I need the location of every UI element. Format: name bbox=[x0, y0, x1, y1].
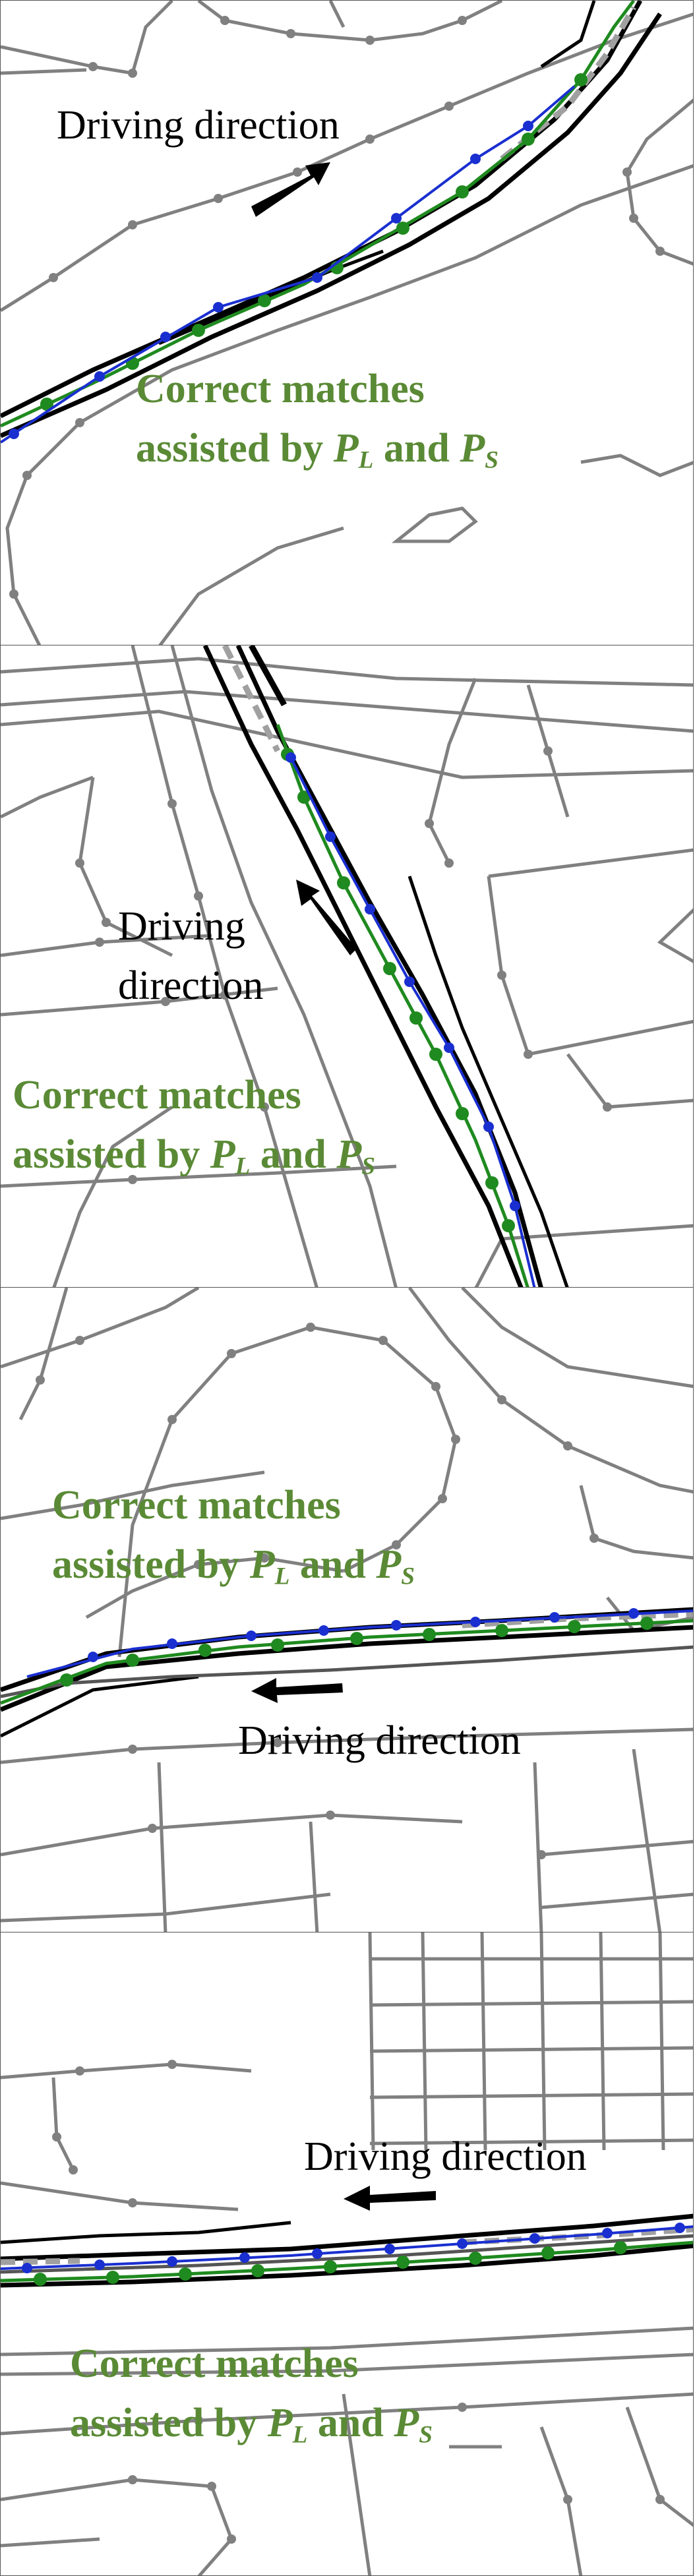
driving-direction-label: Driving direction bbox=[118, 897, 263, 1016]
gps-trace-points bbox=[22, 2223, 685, 2273]
correct-matches-line2: assisted by PL and PS bbox=[13, 1125, 375, 1185]
gps-trace bbox=[26, 1609, 693, 1678]
symbol-pl-base: P bbox=[210, 1131, 235, 1177]
driving-direction-line2: direction bbox=[118, 963, 264, 1008]
matched-path-nodes bbox=[34, 2241, 627, 2286]
map-canvas-1 bbox=[1, 1, 693, 645]
gps-trace bbox=[1, 2225, 693, 2270]
gps-trace-points bbox=[88, 1608, 639, 1662]
assisted-by-text: assisted by bbox=[13, 1131, 210, 1177]
road-network-nodes bbox=[36, 1323, 599, 1859]
symbol-pl: PL bbox=[267, 2400, 308, 2449]
symbol-pl-subscript: L bbox=[274, 1563, 290, 1590]
correct-matches-line1: Correct matches bbox=[52, 1483, 341, 1528]
and-text: and bbox=[307, 2400, 394, 2445]
symbol-pl-base: P bbox=[333, 425, 359, 471]
symbol-ps-subscript: S bbox=[401, 1563, 415, 1590]
arrow-icon bbox=[251, 162, 330, 217]
map-canvas-3 bbox=[1, 1288, 693, 1932]
gps-trace bbox=[1, 85, 576, 444]
assisted-by-text: assisted by bbox=[70, 2400, 268, 2445]
correct-matches-label: Correct matches assisted by PL and PS bbox=[13, 1066, 375, 1185]
matched-path bbox=[1, 1, 635, 428]
symbol-ps: PS bbox=[460, 425, 499, 474]
symbol-pl: PL bbox=[249, 1542, 290, 1590]
correct-matches-label: Correct matches assisted by PL and PS bbox=[70, 2335, 433, 2453]
driving-direction-label: Driving direction bbox=[304, 2134, 587, 2179]
symbol-pl-subscript: L bbox=[292, 2421, 308, 2449]
matched-path-nodes bbox=[281, 748, 515, 1232]
correct-matches-line2: assisted by PL and PS bbox=[52, 1536, 415, 1595]
symbol-ps: PS bbox=[394, 2400, 433, 2449]
assisted-by-text: assisted by bbox=[136, 425, 334, 471]
gps-trace bbox=[289, 757, 536, 1288]
correct-matches-label: Correct matches assisted by PL and PS bbox=[52, 1476, 415, 1595]
correct-matches-label: Correct matches assisted by PL and PS bbox=[136, 360, 499, 479]
symbol-pl-subscript: L bbox=[358, 446, 374, 474]
arrow-icon bbox=[296, 880, 357, 955]
arrow-icon bbox=[251, 1678, 343, 1703]
road-network bbox=[1, 1288, 693, 1932]
symbol-pl-base: P bbox=[267, 2400, 293, 2445]
and-text: and bbox=[289, 1542, 377, 1587]
reference-route bbox=[222, 645, 281, 753]
matched-path bbox=[1, 2240, 693, 2283]
correct-matches-line2: assisted by PL and PS bbox=[136, 419, 499, 479]
road-network-nodes bbox=[75, 746, 612, 1184]
assisted-by-text: assisted by bbox=[52, 1542, 250, 1587]
symbol-ps-base: P bbox=[376, 1542, 402, 1587]
symbol-ps: PS bbox=[336, 1131, 375, 1180]
symbol-ps-base: P bbox=[336, 1131, 362, 1177]
driving-direction-line1: Driving bbox=[118, 904, 245, 949]
map-canvas-2 bbox=[1, 645, 693, 1288]
map-canvas-4 bbox=[1, 1932, 693, 2575]
matched-path bbox=[276, 724, 529, 1288]
symbol-pl: PL bbox=[333, 425, 374, 474]
and-text: and bbox=[250, 1131, 337, 1177]
matched-path bbox=[1, 1619, 693, 1705]
symbol-pl-base: P bbox=[249, 1542, 275, 1587]
map-panel-2: Driving direction Correct matches assist… bbox=[0, 645, 694, 1288]
road-network-nodes bbox=[9, 16, 665, 599]
and-text: and bbox=[373, 425, 460, 471]
correct-matches-line1: Correct matches bbox=[136, 367, 425, 411]
driving-direction-label: Driving direction bbox=[57, 103, 340, 148]
candidate-roads bbox=[202, 645, 569, 1288]
reference-route bbox=[1, 2226, 693, 2265]
map-panel-1: Driving direction Correct matches assist… bbox=[0, 0, 694, 646]
map-panel-3: Driving direction Correct matches assist… bbox=[0, 1287, 694, 1933]
driving-direction-label: Driving direction bbox=[238, 1718, 521, 1763]
arrow-icon bbox=[344, 2186, 436, 2211]
gps-trace-points bbox=[9, 121, 533, 439]
matched-path-nodes bbox=[60, 1617, 653, 1687]
symbol-ps-subscript: S bbox=[361, 1153, 375, 1180]
symbol-ps-subscript: S bbox=[485, 446, 499, 474]
symbol-ps-subscript: S bbox=[419, 2421, 433, 2449]
symbol-pl: PL bbox=[210, 1131, 251, 1180]
symbol-ps: PS bbox=[376, 1542, 415, 1590]
symbol-ps-base: P bbox=[394, 2400, 419, 2445]
correct-matches-line1: Correct matches bbox=[70, 2341, 359, 2386]
reference-route bbox=[462, 1611, 693, 1629]
symbol-ps-base: P bbox=[460, 425, 485, 471]
map-panel-4: Driving direction Correct matches assist… bbox=[0, 1932, 694, 2576]
road-network-nodes bbox=[52, 2060, 665, 2544]
road-network bbox=[1, 645, 693, 1288]
correct-matches-line2: assisted by PL and PS bbox=[70, 2394, 433, 2453]
correct-matches-line1: Correct matches bbox=[13, 1073, 301, 1118]
symbol-pl-subscript: L bbox=[235, 1153, 251, 1180]
gps-trace-points bbox=[286, 752, 520, 1211]
